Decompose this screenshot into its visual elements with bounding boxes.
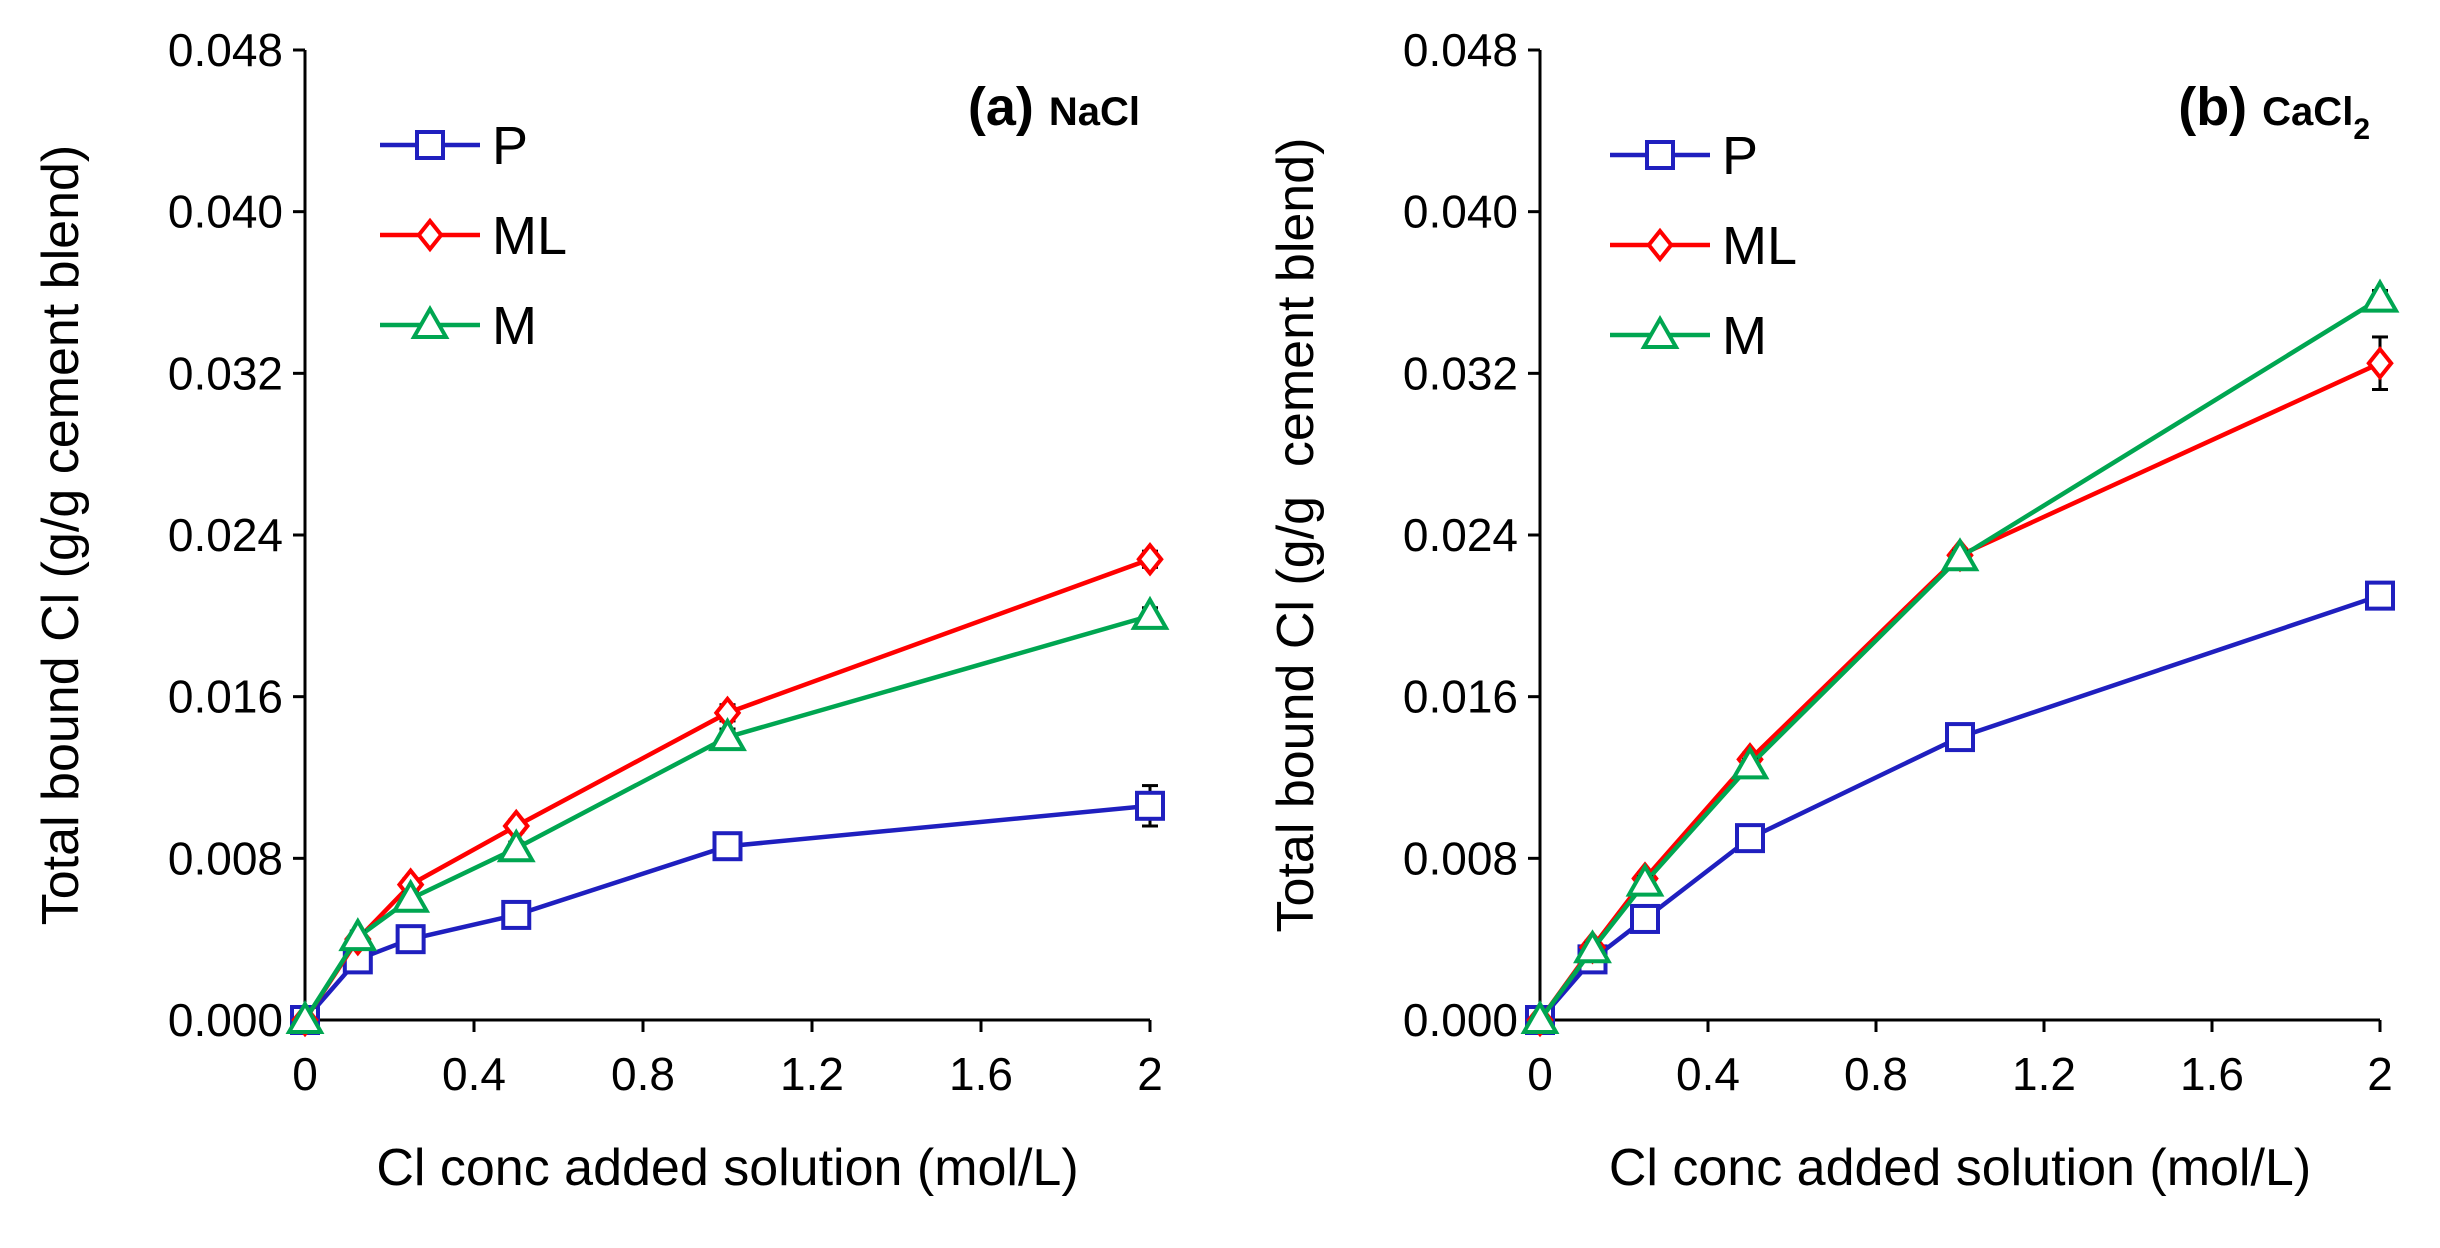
x-tick-label: 0: [292, 1048, 318, 1100]
panel-a: 0.000 0.008 0.016 0.024 0.032 0.040 0.048 0 0.4 0…: [32, 24, 1170, 1197]
panel-title-letter: (b): [2178, 77, 2262, 137]
data-point-p: [1135, 790, 1165, 821]
y-axis-title: Total bound Cl (g/g cement blend): [1267, 138, 1325, 933]
y-tick-label: 0.048: [1403, 24, 1518, 76]
series-m: [1520, 278, 2400, 1034]
x-tick-label: 1.6: [949, 1048, 1013, 1100]
y-tick-label: 0.032: [1403, 347, 1518, 399]
data-point-p: [395, 924, 426, 955]
data-point-p: [2365, 580, 2395, 611]
panel-title: (b) CaCl2: [2178, 77, 2370, 146]
panel-title-letter: (a): [968, 77, 1049, 137]
legend-label-ml: ML: [1722, 216, 1797, 276]
panel-title-salt: CaCl: [2262, 90, 2353, 134]
data-point-m: [285, 999, 325, 1034]
legend-label-p: P: [1722, 126, 1758, 186]
x-tick-label: 0.4: [442, 1048, 506, 1100]
series-ml: [291, 542, 1164, 1038]
data-point-m: [391, 878, 431, 913]
x-tick-label: 1.2: [780, 1048, 844, 1100]
y-tick-label: 0.032: [168, 347, 283, 399]
series-m: [285, 595, 1170, 1034]
panel-title-subscript: 2: [2353, 113, 2370, 146]
data-point-m: [1130, 595, 1170, 630]
panel-b: 0.000 0.008 0.016 0.024 0.032 0.040 0.048 0 0.4 0…: [1267, 24, 2400, 1197]
legend-marker-m: [1640, 314, 1680, 349]
data-point-p: [1945, 722, 1975, 753]
y-tick-label: 0.016: [168, 671, 283, 723]
legend-label-m: M: [492, 296, 537, 356]
y-tick-label: 0.040: [1403, 186, 1518, 238]
data-point-ml: [1136, 542, 1164, 577]
x-tick-label: 0: [1527, 1048, 1553, 1100]
y-tick-label: 0.024: [1403, 509, 1518, 561]
y-tick-label: 0.024: [168, 509, 283, 561]
y-tick-label: 0.040: [168, 186, 283, 238]
x-tick-label: 2: [1137, 1048, 1163, 1100]
series-line-ml: [1538, 361, 2381, 1022]
legend-label-m: M: [1722, 306, 1767, 366]
x-tick-label: 1.6: [2180, 1048, 2244, 1100]
x-tick-label: 0.4: [1676, 1048, 1740, 1100]
legend-marker-p: [415, 130, 445, 160]
panel-title: (a) NaCl: [968, 77, 1140, 137]
legend-label-ml: ML: [492, 206, 567, 266]
data-point-m: [708, 717, 747, 752]
x-tick-label: 1.2: [2012, 1048, 2076, 1100]
data-point-m: [1625, 862, 1665, 897]
data-point-p: [501, 899, 532, 930]
x-tick-label: 0.8: [611, 1048, 675, 1100]
data-point-m: [496, 828, 536, 863]
data-point-p: [1630, 903, 1660, 934]
y-tick-label: 0.000: [1403, 994, 1518, 1046]
legend-marker-m: [410, 304, 450, 339]
y-tick-label: 0.000: [168, 994, 283, 1046]
x-axis-title: Cl conc added solution (mol/L): [1609, 1139, 2311, 1197]
legend: P ML M: [380, 116, 567, 356]
data-point-ml: [2366, 346, 2394, 381]
legend: P ML M: [1610, 126, 1797, 366]
legend-marker-p: [1645, 140, 1675, 170]
data-point-m: [338, 917, 378, 952]
series-p: [1525, 580, 2395, 1035]
series-line-p: [1538, 593, 2381, 1022]
legend-marker-ml: [1646, 227, 1674, 263]
y-tick-label: 0.008: [168, 832, 283, 884]
data-point-p: [1735, 823, 1765, 854]
data-point-m: [1940, 537, 1980, 572]
y-tick-label: 0.048: [168, 24, 283, 76]
data-point-m: [1573, 929, 1612, 964]
data-point-m: [1730, 745, 1770, 780]
y-tick-label: 0.016: [1403, 671, 1518, 723]
x-tick-label: 0.8: [1844, 1048, 1908, 1100]
x-tick-label: 2: [2367, 1048, 2393, 1100]
series-line-m: [1538, 296, 2382, 1022]
legend-marker-ml: [416, 217, 444, 253]
data-point-m: [2360, 278, 2400, 313]
legend-label-p: P: [492, 116, 528, 176]
data-point-p: [712, 831, 743, 862]
y-tick-label: 0.008: [1403, 832, 1518, 884]
series-line-ml: [303, 557, 1151, 1022]
data-point-m: [1520, 999, 1560, 1034]
y-axis-title: Total bound Cl (g/g cement blend): [32, 145, 90, 925]
panel-title-salt: NaCl: [1049, 90, 1140, 134]
x-axis-title: Cl conc added solution (mol/L): [376, 1139, 1078, 1197]
